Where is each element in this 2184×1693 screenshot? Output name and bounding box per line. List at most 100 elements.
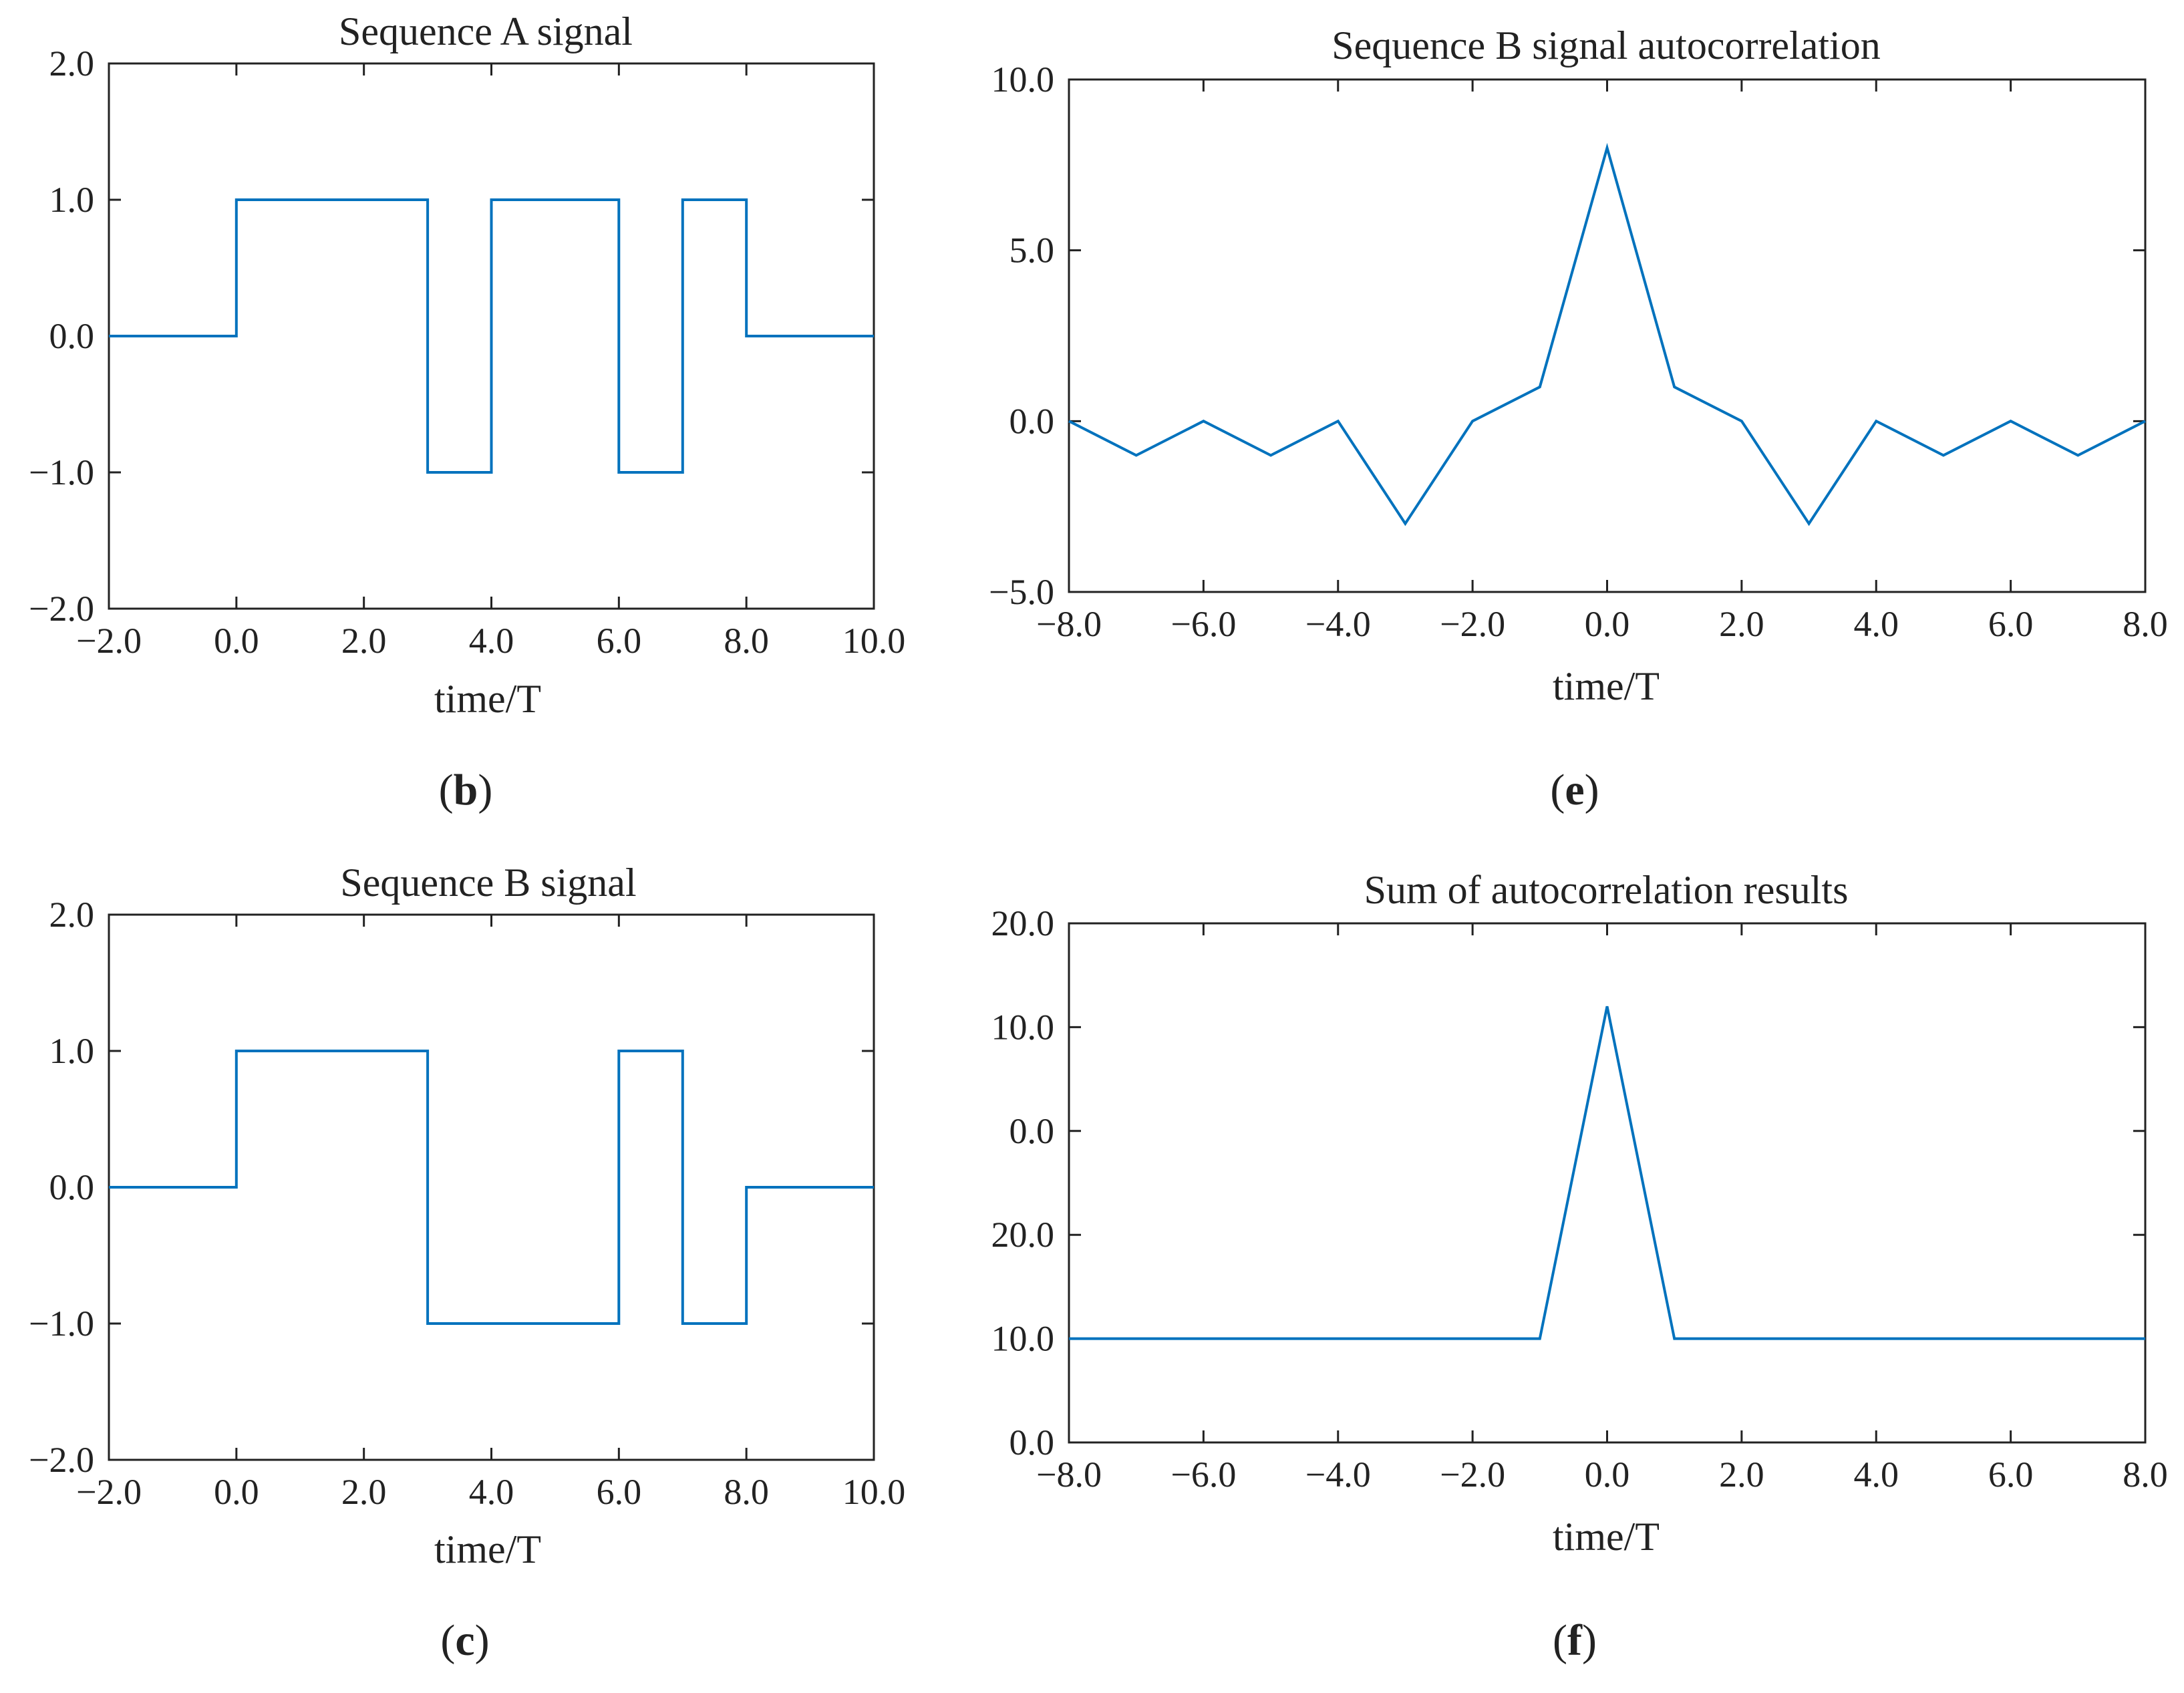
data-point bbox=[745, 335, 748, 337]
data-point bbox=[426, 1322, 429, 1325]
y-tick-label: 10.0 bbox=[991, 1007, 1055, 1047]
data-point bbox=[745, 1186, 748, 1189]
y-tick-label: 1.0 bbox=[49, 180, 95, 220]
data-point bbox=[2076, 454, 2079, 456]
y-tick-label: 5.0 bbox=[1009, 230, 1055, 271]
x-tick-label: −2.0 bbox=[76, 621, 142, 661]
data-point bbox=[1606, 1005, 1609, 1008]
y-tick-label: 0.0 bbox=[49, 316, 95, 356]
x-tick-label: 2.0 bbox=[1719, 1454, 1764, 1495]
x-axis-label: time/T bbox=[1553, 1515, 1660, 1559]
x-tick-label: 10.0 bbox=[842, 1472, 906, 1512]
data-point bbox=[1337, 420, 1340, 422]
data-point bbox=[617, 1050, 620, 1052]
x-tick-label: 0.0 bbox=[214, 621, 259, 661]
axes-frame bbox=[1068, 922, 2147, 1444]
data-point bbox=[681, 1050, 684, 1052]
x-tick-label: 6.0 bbox=[1988, 604, 2034, 644]
y-tick-label: 0.0 bbox=[1009, 1111, 1055, 1151]
data-point bbox=[1539, 386, 1541, 388]
plot-area: −2.0 0.0 2.0 4.0 6.0 8.0 10.0 −2.0 −1.0 0.0 1.0 2.0 bbox=[29, 43, 905, 661]
series-line bbox=[109, 198, 874, 474]
panel-e: Sequence B signal autocorrelation −8.0 −6… bbox=[989, 23, 2168, 814]
chart-title: Sequence A signal bbox=[339, 9, 633, 53]
x-tick-label: 2.0 bbox=[341, 1472, 387, 1512]
x-tick-label: 6.0 bbox=[597, 621, 642, 661]
axes-frame bbox=[1068, 78, 2147, 593]
x-axis-label: time/T bbox=[1553, 664, 1660, 708]
data-point bbox=[235, 1050, 238, 1052]
data-point bbox=[681, 1322, 684, 1325]
x-tick-label: −6.0 bbox=[1171, 604, 1236, 644]
chart-title: Sum of autocorrelation results bbox=[1364, 868, 1849, 912]
y-tick-label: −2.0 bbox=[29, 589, 94, 629]
x-axis-label: time/T bbox=[434, 677, 541, 721]
x-tick-label: −4.0 bbox=[1305, 604, 1371, 644]
data-point bbox=[1673, 1338, 1676, 1340]
x-tick-label: 2.0 bbox=[341, 621, 387, 661]
x-tick-label: 8.0 bbox=[724, 621, 769, 661]
x-axis-label: time/T bbox=[434, 1527, 541, 1571]
data-point bbox=[1269, 454, 1272, 456]
data-point bbox=[1471, 420, 1474, 422]
data-point bbox=[1875, 420, 1877, 422]
x-tick-label: 8.0 bbox=[724, 1472, 769, 1512]
data-point bbox=[235, 198, 238, 201]
panel-f: Sum of autocorrelation results −8.0 −6.0−… bbox=[991, 868, 2168, 1665]
x-tick-label: 8.0 bbox=[2123, 1454, 2168, 1495]
data-point bbox=[745, 198, 748, 201]
data-point bbox=[1202, 420, 1205, 422]
data-point bbox=[1606, 146, 1609, 149]
data-point bbox=[108, 335, 110, 337]
y-tick-label: 10.0 bbox=[991, 1319, 1055, 1359]
y-tick-label: 10.0 bbox=[991, 59, 1055, 100]
caption-letter: e bbox=[1565, 766, 1584, 814]
x-tick-label: −8.0 bbox=[1036, 1454, 1102, 1495]
x-tick-label: −8.0 bbox=[1036, 604, 1102, 644]
panel-b: Sequence A signal −2.0 0.0 2.0 4.0 6.0 8.0 10.… bbox=[29, 9, 905, 814]
y-tick-label: −1.0 bbox=[29, 1303, 94, 1344]
x-tick-label: 2.0 bbox=[1719, 604, 1764, 644]
x-tick-label: −2.0 bbox=[1440, 604, 1505, 644]
data-point bbox=[235, 1186, 238, 1189]
y-tick-label: 0.0 bbox=[1009, 401, 1055, 441]
y-tick-label: −2.0 bbox=[29, 1440, 94, 1480]
series-line bbox=[109, 1050, 874, 1325]
y-tick-label: 20.0 bbox=[991, 903, 1055, 943]
data-point bbox=[426, 198, 429, 201]
data-point bbox=[745, 1322, 748, 1325]
panel-caption: (c) bbox=[440, 1616, 489, 1665]
data-point bbox=[108, 1186, 110, 1189]
data-point bbox=[1539, 1338, 1541, 1340]
x-tick-label: 4.0 bbox=[1854, 1454, 1899, 1495]
caption-letter: b bbox=[454, 766, 478, 814]
caption-letter: f bbox=[1567, 1616, 1583, 1665]
data-point bbox=[1068, 1338, 1070, 1340]
caption-letter: c bbox=[455, 1616, 474, 1665]
data-point bbox=[617, 471, 620, 474]
plot-area: −8.0 −6.0 −4.0 −2.0 0.0 2.0 4.0 6.0 8.0 0.0 10.0 20… bbox=[991, 903, 2168, 1495]
y-tick-label: −5.0 bbox=[989, 572, 1054, 612]
data-point bbox=[1673, 386, 1676, 388]
chart-title: Sequence B signal bbox=[340, 861, 636, 905]
x-tick-label: 4.0 bbox=[469, 1472, 514, 1512]
data-point bbox=[426, 1050, 429, 1052]
y-tick-label: −1.0 bbox=[29, 452, 94, 492]
plot-area: −2.0 0.0 2.0 4.0 6.0 8.0 10.0 −2.0 −1.0 0.0 1.0 2.0 bbox=[29, 895, 905, 1512]
data-point bbox=[1942, 454, 1945, 456]
plot-area: −8.0 −6.0 −4.0 −2.0 0.0 2.0 4.0 6.0 8.0 −5.0 0.0 5.… bbox=[989, 59, 2168, 644]
x-tick-label: −4.0 bbox=[1305, 1454, 1371, 1495]
y-tick-label: 2.0 bbox=[49, 895, 95, 935]
x-tick-label: 8.0 bbox=[2123, 604, 2168, 644]
x-tick-label: −2.0 bbox=[1440, 1454, 1505, 1495]
data-point bbox=[617, 198, 620, 201]
y-tick-label: 0.0 bbox=[49, 1167, 95, 1207]
data-point bbox=[1740, 420, 1743, 422]
data-point bbox=[235, 335, 238, 337]
data-point bbox=[1404, 522, 1406, 525]
y-tick-label: 0.0 bbox=[1009, 1422, 1055, 1463]
panel-c: Sequence B signal −2.0 0.0 2.0 4.0 6.0 8.0 10.… bbox=[29, 861, 905, 1665]
data-point bbox=[490, 471, 493, 474]
y-tick-label: 20.0 bbox=[991, 1215, 1055, 1255]
